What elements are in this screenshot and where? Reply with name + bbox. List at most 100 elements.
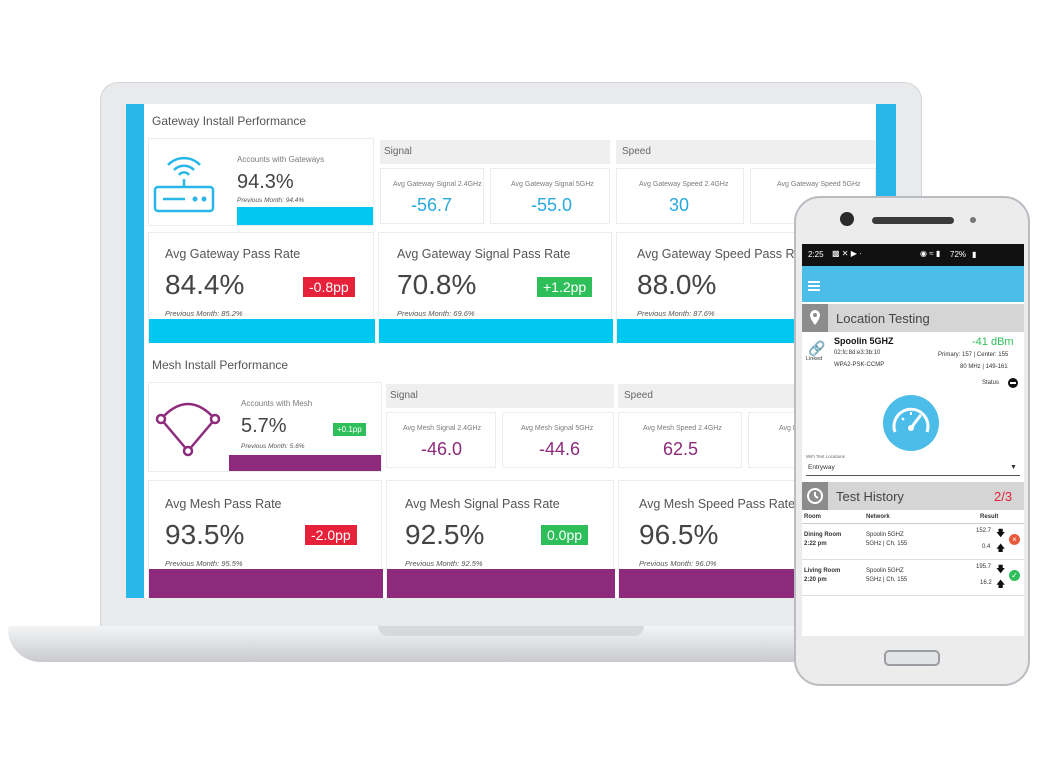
app-bar xyxy=(802,266,1024,302)
gateway-signal-pass-card: Avg Gateway Signal Pass Rate 70.8% +1.2p… xyxy=(378,232,613,343)
history-row[interactable]: Living Room 2:20 pm Spoolin 5GHZ 5GHz | … xyxy=(802,560,1024,596)
status-minus-icon[interactable] xyxy=(1008,378,1018,388)
test-locations-label: WiFi Test Locations xyxy=(806,454,845,459)
gateway-signal-header-label: Signal xyxy=(384,146,412,157)
notification-icons: ▩ ✕ ▶ · xyxy=(832,249,862,258)
row-network: Spoolin 5GHZ xyxy=(866,568,904,574)
mesh-speed-24-card: Avg Mesh Speed 2.4GHz 62.5 xyxy=(618,412,742,468)
mesh-signal-pass-bar xyxy=(387,569,615,598)
signal-status-icons: ◉ ≈ ▮ xyxy=(920,249,941,258)
history-row[interactable]: Dining Room 2:22 pm Spoolin 5GHZ 5GHz | … xyxy=(802,524,1024,560)
gateway-pass-title: Avg Gateway Pass Rate xyxy=(165,247,301,261)
gateway-speed-24-card: Avg Gateway Speed 2.4GHz 30 xyxy=(616,168,744,224)
mesh-section-title: Mesh Install Performance xyxy=(152,358,289,372)
mesh-accounts-delta-badge: +0.1pp xyxy=(333,423,366,436)
mesh-signal-header: Signal xyxy=(386,384,614,408)
row-room: Dining Room xyxy=(804,532,842,538)
mesh-pass-prev: Previous Month: 95.5% xyxy=(165,559,243,568)
gateway-speed-pass-title: Avg Gateway Speed Pass Rate xyxy=(637,247,812,261)
bandwidth-info: 80 MHz | 149-161 xyxy=(960,364,1008,370)
location-pin-icon xyxy=(802,304,828,332)
col-room-header: Room xyxy=(804,514,821,520)
pass-icon: ✓ xyxy=(1009,570,1020,581)
gateway-signal-pass-bar xyxy=(379,319,613,343)
mesh-speed-pass-prev: Previous Month: 96.0% xyxy=(639,559,717,568)
gateway-accounts-card: Accounts with Gateways 94.3% Previous Mo… xyxy=(148,138,374,226)
phone-screen: 2:25 ▩ ✕ ▶ · ◉ ≈ ▮ 72% ▮ Location Testin… xyxy=(802,244,1024,636)
col-result-header: Result xyxy=(980,514,999,520)
router-icon xyxy=(151,145,217,222)
gateway-signal-5-value: -55.0 xyxy=(531,195,573,215)
mesh-speed-24-value: 62.5 xyxy=(663,439,699,459)
mesh-accounts-label: Accounts with Mesh xyxy=(241,399,313,408)
row-download: 152.7 xyxy=(976,528,992,534)
mesh-signal-pass-title: Avg Mesh Signal Pass Rate xyxy=(405,497,560,511)
battery-icon: ▮ xyxy=(972,250,977,259)
location-testing-bar: Location Testing xyxy=(802,304,1024,332)
phone-sensor xyxy=(970,217,976,223)
gateway-speed-24-value: 30 xyxy=(669,195,690,215)
mesh-signal-pass-prev: Previous Month: 92.5% xyxy=(405,559,483,568)
gateway-accounts-value: 94.3% xyxy=(237,171,294,193)
menu-icon[interactable] xyxy=(808,278,820,296)
status-bar: 2:25 ▩ ✕ ▶ · ◉ ≈ ▮ 72% ▮ xyxy=(802,244,1024,266)
status-label: Status xyxy=(982,380,1000,386)
row-time: 2:20 pm xyxy=(804,577,827,583)
gateway-signal-pass-value: 70.8% xyxy=(397,269,477,300)
row-time: 2:22 pm xyxy=(804,541,827,547)
location-testing-title: Location Testing xyxy=(836,311,930,326)
gateway-signal-header: Signal xyxy=(380,140,610,164)
phone-home-button[interactable] xyxy=(884,650,940,666)
mesh-accounts-value: 5.7% xyxy=(241,415,287,437)
row-upload: 16.2 xyxy=(980,580,992,586)
download-arrow-icon: 🡇 xyxy=(996,564,1006,574)
mesh-signal-24-card: Avg Mesh Signal 2.4GHz -46.0 xyxy=(386,412,496,468)
link-icon: 🔗 xyxy=(808,340,826,356)
mesh-accounts-bar xyxy=(229,455,381,471)
phone-camera xyxy=(840,212,854,226)
row-network: Spoolin 5GHZ xyxy=(866,532,904,538)
gateway-signal-24-value: -56.7 xyxy=(411,195,453,215)
mesh-signal-24-label: Avg Mesh Signal 2.4GHz xyxy=(403,425,482,432)
gateway-speed-header: Speed xyxy=(616,140,876,164)
gateway-signal-pass-title: Avg Gateway Signal Pass Rate xyxy=(397,247,571,261)
mesh-signal-5-card: Avg Mesh Signal 5GHz -44.6 xyxy=(502,412,614,468)
gateway-accounts-bar xyxy=(237,207,373,225)
gateway-signal-24-label: Avg Gateway Signal 2.4GHz xyxy=(393,181,482,188)
phone: 2:25 ▩ ✕ ▶ · ◉ ≈ ▮ 72% ▮ Location Testin… xyxy=(794,196,1030,686)
mesh-speed-header-label: Speed xyxy=(624,390,653,401)
history-icon xyxy=(802,482,828,510)
upload-arrow-icon: 🡅 xyxy=(996,543,1006,553)
mesh-accounts-prev: Previous Month: 5.6% xyxy=(241,443,305,450)
channel-info: Primary: 157 | Center: 155 xyxy=(938,352,1009,358)
row-network-detail: 5GHz | Ch. 155 xyxy=(866,577,908,583)
laptop-screen: Gateway Install Performance Accou xyxy=(126,104,896,598)
upload-arrow-icon: 🡅 xyxy=(996,579,1006,589)
table-divider xyxy=(802,523,1024,524)
location-select[interactable]: Entryway ▼ xyxy=(806,462,1020,476)
mesh-signal-pass-delta-badge: 0.0pp xyxy=(541,525,589,545)
mesh-signal-pass-card: Avg Mesh Signal Pass Rate 92.5% 0.0pp Pr… xyxy=(386,480,615,598)
gateway-pass-prev: Previous Month: 85.2% xyxy=(165,309,243,318)
gateway-accounts-prev: Previous Month: 94.4% xyxy=(237,197,305,204)
mesh-signal-24-value: -46.0 xyxy=(421,439,463,459)
gateway-accounts-label: Accounts with Gateways xyxy=(237,155,325,164)
gateway-pass-card: Avg Gateway Pass Rate 84.4% -0.8pp Previ… xyxy=(148,232,375,343)
status-time: 2:25 xyxy=(808,250,824,259)
test-history-title: Test History xyxy=(836,489,904,504)
mesh-signal-5-value: -44.6 xyxy=(539,439,581,459)
gateway-signal-5-card: Avg Gateway Signal 5GHz -55.0 xyxy=(490,168,610,224)
gateway-pass-value: 84.4% xyxy=(165,269,245,300)
phone-speaker xyxy=(872,217,954,224)
gateway-pass-delta-badge: -0.8pp xyxy=(303,277,355,297)
linked-label: Linked xyxy=(806,356,823,362)
network-security: WPA2-PSK-CCMP xyxy=(834,362,885,368)
speedometer-button-icon[interactable] xyxy=(882,394,940,457)
test-history-count: 2/3 xyxy=(994,489,1013,504)
mesh-speed-24-label: Avg Mesh Speed 2.4GHz xyxy=(643,425,722,432)
dropdown-arrow-icon: ▼ xyxy=(1010,464,1017,471)
selected-location: Entryway xyxy=(808,464,835,471)
mesh-speed-pass-value: 96.5% xyxy=(639,519,719,550)
mesh-pass-title: Avg Mesh Pass Rate xyxy=(165,497,282,511)
mesh-pass-value: 93.5% xyxy=(165,519,245,550)
